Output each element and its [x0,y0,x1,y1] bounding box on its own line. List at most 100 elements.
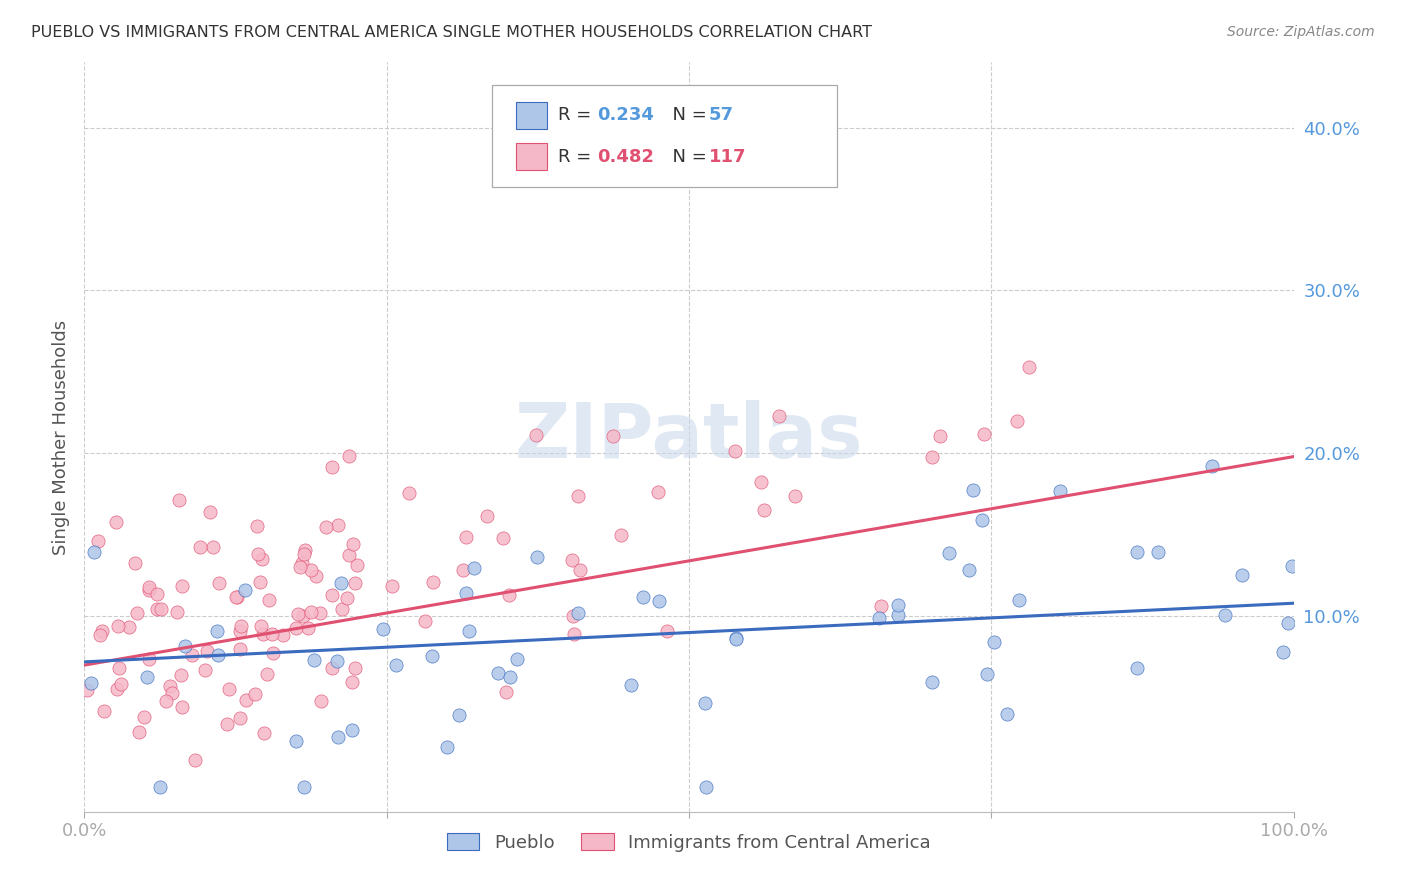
Point [454,530,477,544]
Point [127,606,149,620]
Point [104,515,127,529]
Point [107,618,129,632]
Point [245,518,267,533]
Point [229,641,252,656]
Point [294,543,316,558]
Point [492,531,515,545]
Point [194,663,217,677]
Point [620,678,643,692]
Point [252,627,274,641]
Point [344,661,367,675]
Point [91,624,114,639]
Point [962,483,984,497]
Point [1277,615,1299,630]
Point [436,740,458,755]
Point [749,475,772,489]
Point [647,594,669,608]
Point [562,626,585,640]
Point [146,587,169,601]
Point [887,598,910,612]
Point [198,504,221,518]
Point [413,614,436,628]
Point [567,606,589,620]
Point [76,683,98,698]
Point [195,643,218,657]
Point [498,588,520,602]
Point [868,611,890,625]
Point [1272,645,1295,659]
Point [328,731,350,745]
Point [174,639,197,653]
Point [526,550,548,565]
Point [655,624,678,638]
Point [169,668,191,682]
Point [456,586,478,600]
Point [128,724,150,739]
Point [336,591,359,606]
Point [569,563,592,577]
Legend: Pueblo, Immigrants from Central America: Pueblo, Immigrants from Central America [440,826,938,859]
Point [1281,559,1303,574]
Point [207,648,229,663]
Point [342,537,364,551]
Point [287,607,309,621]
Point [1201,459,1223,474]
Point [228,711,250,725]
Point [693,696,716,710]
Point [89,628,111,642]
Point [983,635,1005,649]
Point [208,575,231,590]
Point [928,429,950,443]
Point [169,492,191,507]
Text: N =: N = [661,148,713,166]
Point [83,545,105,559]
Point [288,560,311,574]
Point [149,602,172,616]
Point [299,606,322,620]
Point [1007,414,1029,428]
Point [976,666,998,681]
Point [243,687,266,701]
Point [93,704,115,718]
Point [422,648,444,663]
Point [225,590,247,604]
Point [725,631,748,645]
Point [284,621,307,635]
Point [887,608,910,623]
Point [155,694,177,708]
Point [330,602,353,616]
Point [138,651,160,665]
Point [631,590,654,604]
Point [207,624,229,639]
Point [257,592,280,607]
Point [135,670,157,684]
Point [340,723,363,738]
Point [1018,359,1040,374]
Point [118,620,141,634]
Point [108,661,131,675]
Point [321,661,343,675]
Point [486,665,509,680]
Point [938,545,960,559]
Point [162,685,184,699]
Text: N =: N = [661,106,713,124]
Point [107,682,129,697]
Point [80,675,103,690]
Point [325,654,347,668]
Point [188,541,211,555]
Point [398,485,420,500]
Point [921,450,943,464]
Point [785,489,807,503]
Point [299,563,322,577]
Text: 117: 117 [709,148,747,166]
Text: 0.234: 0.234 [598,106,654,124]
Point [385,658,408,673]
Point [343,575,366,590]
Point [166,605,188,619]
Point [250,552,273,566]
Point [921,675,943,690]
Text: Source: ZipAtlas.com: Source: ZipAtlas.com [1227,25,1375,39]
Point [602,428,624,442]
Point [180,648,202,662]
Point [253,726,276,740]
